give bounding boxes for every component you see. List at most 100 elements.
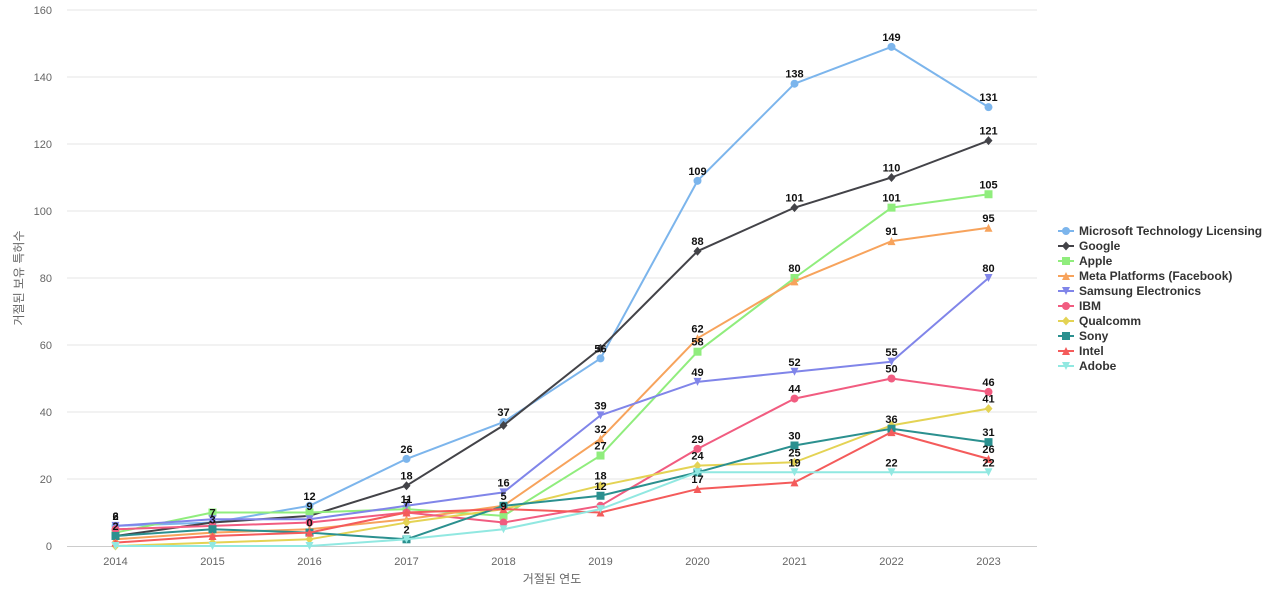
data-point[interactable]	[790, 203, 799, 213]
series-line[interactable]	[114, 226, 990, 541]
series-line[interactable]	[114, 277, 990, 527]
data-point[interactable]	[596, 354, 605, 363]
data-point[interactable]	[499, 505, 508, 514]
data-point[interactable]	[790, 457, 799, 467]
data-point[interactable]	[693, 468, 702, 477]
data-point[interactable]	[111, 542, 120, 550]
legend-swatch	[1058, 241, 1074, 250]
data-point[interactable]	[790, 468, 799, 477]
data-point[interactable]	[693, 347, 702, 356]
data-point[interactable]	[208, 531, 217, 540]
data-point[interactable]	[984, 190, 993, 199]
data-point[interactable]	[984, 468, 993, 477]
legend-swatch	[1058, 286, 1074, 295]
legend-item[interactable]: Intel	[1058, 343, 1280, 358]
series-line[interactable]	[114, 471, 990, 547]
data-point[interactable]	[111, 525, 120, 534]
data-point[interactable]	[790, 79, 799, 88]
legend-swatch	[1058, 346, 1074, 355]
data-point[interactable]	[596, 491, 605, 500]
series-line[interactable]	[114, 45, 990, 527]
data-point[interactable]	[596, 451, 605, 460]
legend-item[interactable]: IBM	[1058, 298, 1280, 313]
data-point[interactable]	[305, 542, 314, 550]
legend-item[interactable]: Adobe	[1058, 358, 1280, 373]
data-point[interactable]	[984, 438, 993, 447]
data-point[interactable]	[790, 478, 799, 487]
data-point[interactable]	[984, 387, 993, 396]
data-label: 39	[594, 400, 606, 412]
data-point[interactable]	[693, 377, 702, 386]
data-point[interactable]	[305, 518, 314, 527]
data-point[interactable]	[596, 343, 605, 353]
data-point[interactable]	[790, 277, 799, 286]
legend-item[interactable]: Samsung Electronics	[1058, 283, 1280, 298]
data-point[interactable]	[208, 542, 217, 550]
data-point[interactable]	[305, 534, 314, 544]
data-point[interactable]	[596, 505, 605, 514]
data-point[interactable]	[596, 434, 605, 443]
data-point[interactable]	[984, 223, 993, 232]
data-point[interactable]	[402, 508, 411, 517]
series-line[interactable]	[114, 427, 990, 541]
data-point[interactable]	[402, 501, 411, 510]
data-point[interactable]	[402, 518, 411, 528]
data-point[interactable]	[499, 511, 508, 520]
data-point[interactable]	[887, 357, 896, 366]
legend-item[interactable]: Qualcomm	[1058, 313, 1280, 328]
data-point[interactable]	[596, 411, 605, 420]
data-point[interactable]	[887, 374, 896, 383]
legend-item[interactable]: Google	[1058, 238, 1280, 253]
legend-item[interactable]: Meta Platforms (Facebook)	[1058, 268, 1280, 283]
data-point[interactable]	[693, 176, 702, 185]
data-point[interactable]	[693, 485, 702, 494]
data-point[interactable]	[305, 508, 314, 517]
data-point[interactable]	[887, 203, 896, 212]
series-line[interactable]	[114, 407, 990, 547]
data-point[interactable]	[499, 518, 508, 527]
data-label: 7	[403, 498, 409, 510]
data-point[interactable]	[984, 454, 993, 463]
legend-item[interactable]: Microsoft Technology Licensing	[1058, 223, 1280, 238]
data-point[interactable]	[984, 404, 993, 414]
data-point[interactable]	[693, 246, 702, 256]
data-point[interactable]	[499, 525, 508, 534]
data-point[interactable]	[499, 488, 508, 497]
x-tick-label: 2023	[976, 556, 1000, 568]
legend-item[interactable]: Apple	[1058, 253, 1280, 268]
data-point[interactable]	[208, 508, 217, 517]
data-point[interactable]	[402, 481, 411, 491]
legend-item[interactable]: Sony	[1058, 328, 1280, 343]
data-label: 24	[691, 451, 704, 463]
data-point[interactable]	[887, 42, 896, 51]
legend-swatch	[1058, 316, 1074, 325]
data-point[interactable]	[499, 420, 508, 430]
data-point[interactable]	[305, 528, 314, 537]
data-point[interactable]	[887, 428, 896, 437]
data-point[interactable]	[402, 535, 411, 544]
data-point[interactable]	[984, 274, 993, 282]
data-point[interactable]	[305, 501, 314, 510]
data-point[interactable]	[208, 515, 217, 524]
data-point[interactable]	[693, 444, 702, 453]
series-line[interactable]	[114, 139, 990, 537]
data-point[interactable]	[693, 334, 702, 343]
data-point[interactable]	[887, 468, 896, 477]
series-line[interactable]	[114, 377, 990, 531]
data-point[interactable]	[887, 173, 896, 182]
data-point[interactable]	[402, 454, 411, 463]
data-point[interactable]	[790, 441, 799, 450]
series-line[interactable]	[114, 431, 990, 544]
data-point[interactable]	[790, 394, 799, 403]
data-point[interactable]	[790, 367, 799, 376]
series-line[interactable]	[114, 193, 990, 534]
data-point[interactable]	[984, 136, 993, 146]
data-point[interactable]	[693, 461, 702, 471]
chart-area: 0 20 40 60 80 100 120 140 160 2014 2015 2016 2017 20…	[12, 5, 1037, 586]
data-point[interactable]	[111, 531, 120, 540]
data-label: 88	[691, 236, 703, 248]
data-point[interactable]	[984, 103, 993, 112]
data-point[interactable]	[208, 525, 217, 534]
data-point[interactable]	[887, 237, 896, 246]
data-point[interactable]	[596, 481, 605, 491]
